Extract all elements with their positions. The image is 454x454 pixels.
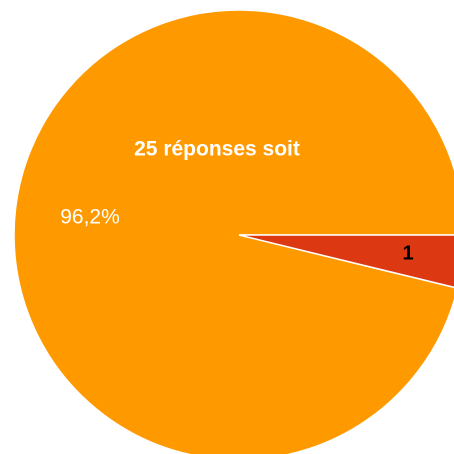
pie-slice xyxy=(238,234,454,289)
pie xyxy=(13,9,454,454)
annotation: 1 xyxy=(402,242,413,264)
slice-label: 96,2% xyxy=(60,206,120,229)
annotation: 25 réponses soit xyxy=(134,138,300,161)
pie-slice xyxy=(13,9,454,454)
